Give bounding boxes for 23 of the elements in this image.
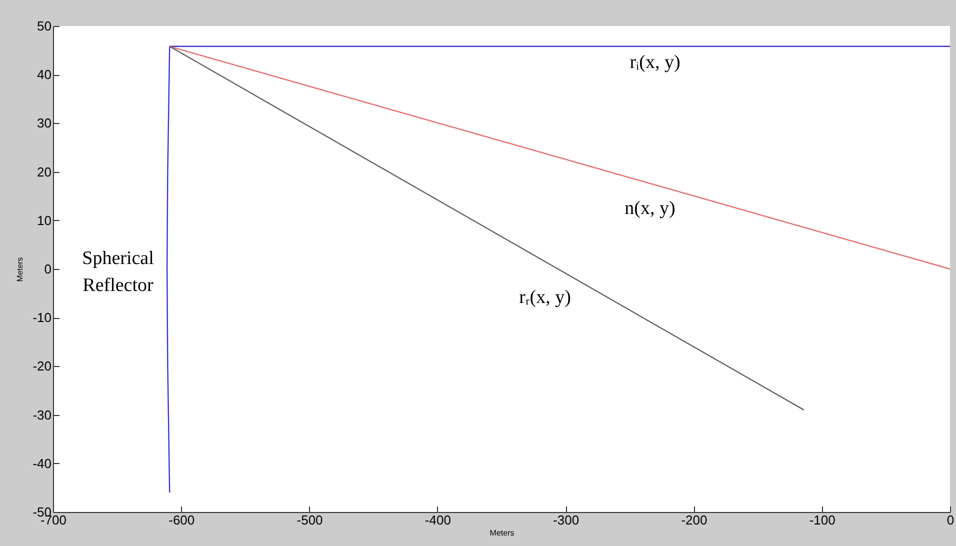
y-tick-label: -10 (32, 310, 52, 326)
x-tick-label: -200 (681, 512, 708, 528)
x-tick-label: -300 (553, 512, 580, 528)
y-tick-label: -20 (32, 358, 52, 374)
y-tick-label: 50 (37, 18, 52, 34)
x-axis-title: Meters (490, 528, 514, 538)
y-axis-title: Meters (16, 257, 25, 282)
annotation: rᵢ(x, y) (630, 52, 680, 73)
x-tick-label: -600 (168, 512, 195, 528)
x-tick-label: -100 (809, 512, 836, 528)
y-tick-label: 30 (37, 116, 52, 131)
y-tick-label: -40 (32, 456, 52, 471)
y-tick-label: 40 (37, 67, 52, 82)
y-tick-label: 10 (37, 212, 52, 228)
annotation: rᵣ(x, y) (519, 287, 571, 308)
x-tick-label: -400 (424, 512, 451, 528)
x-tick-label: 0 (946, 512, 954, 528)
y-tick-label: 20 (37, 164, 52, 180)
annotation: n(x, y) (624, 198, 676, 219)
y-tick-label: -30 (32, 407, 52, 422)
y-tick-label: 0 (44, 262, 52, 276)
x-tick-label: -500 (296, 512, 323, 528)
annotation: Spherical Reflector (82, 248, 154, 296)
